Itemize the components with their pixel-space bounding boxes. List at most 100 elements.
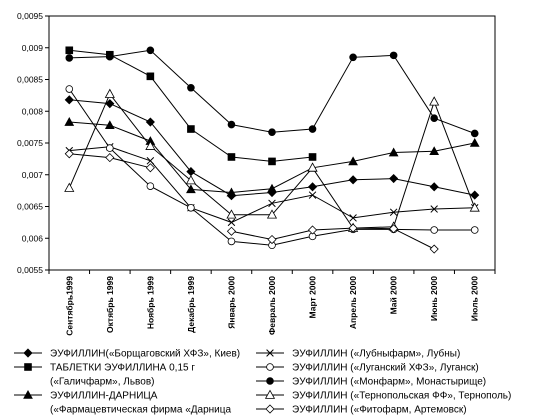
data-point <box>145 163 155 173</box>
data-point <box>227 218 236 227</box>
data-point <box>308 191 317 199</box>
legend-entry-7: ЭУФИЛЛИН («Тернопольская ФФ», Тернополь) <box>256 389 511 402</box>
legend-label: ЭУФИЛЛИН («Тернопольская ФФ», Тернополь) <box>292 391 511 402</box>
x-tick-label: Сентябрь1999 <box>64 276 74 336</box>
data-point <box>470 190 480 200</box>
series-6 <box>65 46 479 138</box>
data-point <box>348 175 358 185</box>
legend-entry-8: ЭУФИЛЛИН («Фитофарм, Артемовск) <box>256 404 467 416</box>
legend: ЭУФИЛЛИН(«Борщаговский ХФЗ», Киев) ТАБЛЕТ… <box>14 348 511 416</box>
data-point <box>389 208 398 216</box>
data-point <box>267 234 277 245</box>
series-8 <box>64 149 439 254</box>
y-tick-label: 0,009 <box>22 43 44 53</box>
data-point <box>64 182 75 192</box>
y-tick-label: 0,0055 <box>17 265 43 275</box>
data-point <box>64 117 75 126</box>
data-point <box>389 173 399 184</box>
x-tick-label: Май 2000 <box>389 276 399 315</box>
data-point <box>308 125 317 133</box>
data-point <box>348 156 358 166</box>
legend-entry-3: ЭУФИЛЛИН-ДАРНИЦА («Фармацевтическая фирма… <box>14 389 231 416</box>
data-point <box>429 146 440 156</box>
data-point <box>429 244 439 254</box>
legend-marker <box>23 348 33 358</box>
legend-marker <box>23 389 33 399</box>
data-point <box>146 182 155 190</box>
data-point <box>430 114 438 123</box>
data-point <box>227 120 236 129</box>
y-tick-label: 0,0065 <box>17 202 43 212</box>
data-point <box>227 153 236 161</box>
data-point <box>186 184 196 194</box>
data-point <box>388 147 399 157</box>
data-point <box>349 214 357 222</box>
x-axis: Сентябрь1999 Октябрь 1999 Ноябрь 1999 Декаб… <box>48 270 496 336</box>
legend-marker <box>265 404 275 414</box>
data-point <box>226 209 237 219</box>
data-point <box>268 128 276 137</box>
data-point <box>308 153 317 161</box>
x-tick-label: Январь 2000 <box>226 276 236 329</box>
legend-marker <box>24 363 32 371</box>
x-tick-label: Июль 2000 <box>470 276 480 321</box>
legend-label: ТАБЛЕТКИ ЭУФИЛЛИНА 0,15 г <box>50 363 195 374</box>
data-point <box>187 83 195 92</box>
series-line <box>69 49 313 162</box>
y-tick-label: 0,0075 <box>17 138 43 148</box>
data-point <box>307 225 318 235</box>
x-tick-label: Апрель 2000 <box>348 276 358 329</box>
y-tick-label: 0,0095 <box>17 11 43 21</box>
series-layer <box>64 46 480 254</box>
data-point <box>227 237 236 246</box>
legend-entry-2: ТАБЛЕТКИ ЭУФИЛЛИНА 0,15 г («Галичфарм», Л… <box>14 363 195 388</box>
data-point <box>106 52 114 61</box>
data-point <box>65 46 74 55</box>
data-point <box>307 182 318 192</box>
data-point <box>145 140 156 150</box>
x-tick-label: Февраль 2000 <box>267 276 277 335</box>
data-point <box>267 183 277 193</box>
data-point <box>429 96 440 106</box>
y-tick-label: 0,008 <box>22 106 44 116</box>
data-point <box>146 72 155 81</box>
data-point <box>106 144 114 152</box>
data-point <box>268 157 276 166</box>
data-point <box>64 95 74 105</box>
data-point <box>146 46 155 55</box>
data-point <box>65 85 74 93</box>
data-point <box>226 187 237 197</box>
data-point <box>469 202 480 212</box>
legend-label: («Фармацевтическая фирма «Дарница <box>50 404 231 416</box>
data-point <box>266 209 278 219</box>
x-tick-label: Июнь 2000 <box>429 276 439 321</box>
plot-border <box>48 15 496 271</box>
data-point <box>187 125 195 133</box>
legend-entry-1: ЭУФИЛЛИН(«Борщаговский ХФЗ», Киев) <box>14 348 240 360</box>
y-axis: 0,0055 0,006 0,0065 0,007 0,0075 0,008 0,0085 0… <box>17 11 49 275</box>
data-point <box>64 149 74 159</box>
x-tick-label: Декабрь 1999 <box>186 276 196 333</box>
legend-label: ЭУФИЛЛИН («Луганский ХФЗ», Луганск) <box>292 363 479 374</box>
data-point <box>389 224 399 234</box>
series-5 <box>65 85 479 250</box>
series-line <box>69 49 475 134</box>
legend-label: ЭУФИЛЛИН(«Борщаговский ХФЗ», Киев) <box>50 349 240 360</box>
y-tick-label: 0,007 <box>22 170 44 180</box>
legend-marker <box>266 349 274 357</box>
data-point <box>430 226 438 234</box>
series-3 <box>64 117 480 197</box>
data-point <box>470 226 479 234</box>
data-point <box>307 162 318 172</box>
data-point <box>185 175 196 185</box>
legend-entry-5: ЭУФИЛЛИН («Луганский ХФЗ», Луганск) <box>256 363 479 374</box>
data-point <box>104 120 115 130</box>
legend-label: ЭУФИЛЛИН-ДАРНИЦА <box>50 391 158 402</box>
legend-label: ЭУФИЛЛИН («Фитофарм, Артемовск) <box>292 404 467 416</box>
data-point <box>389 51 398 60</box>
data-point <box>268 199 276 208</box>
legend-label: ЭУФИЛЛИН («Монфарм», Монастырище) <box>292 376 486 388</box>
legend-entry-6: ЭУФИЛЛИН («Монфарм», Монастырище) <box>256 376 486 388</box>
x-tick-label: Март 2000 <box>308 276 318 319</box>
